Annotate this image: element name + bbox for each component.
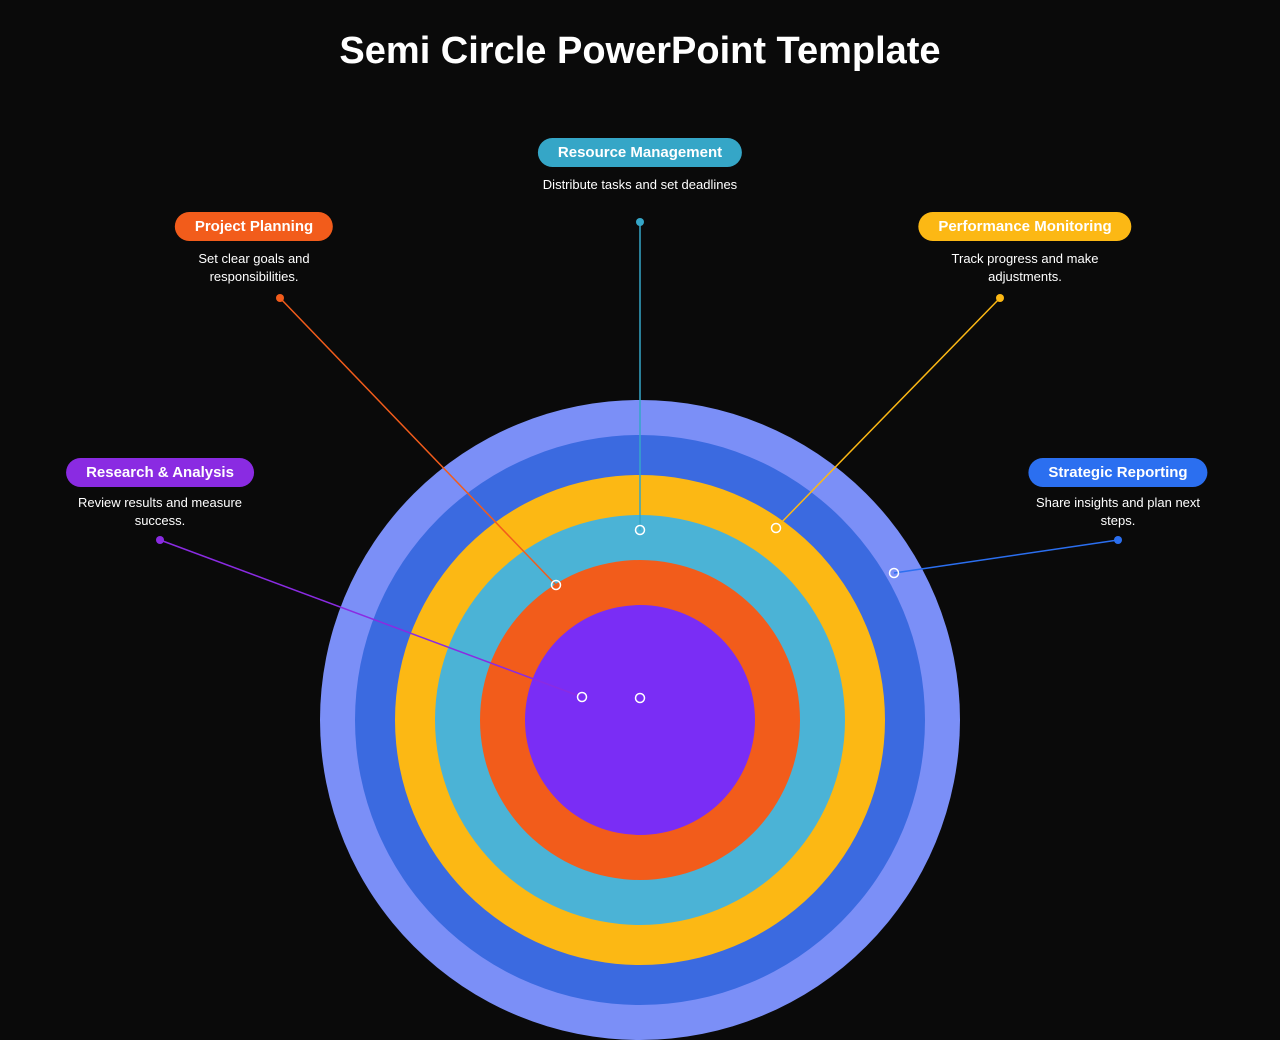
desc-resource: Distribute tasks and set deadlines <box>540 176 740 194</box>
desc-planning: Set clear goals and responsibilities. <box>154 250 354 285</box>
pill-performance: Performance Monitoring <box>918 212 1131 241</box>
desc-performance: Track progress and make adjustments. <box>925 250 1125 285</box>
arc-ring-5 <box>525 605 755 835</box>
desc-strategic: Share insights and plan next steps. <box>1018 494 1218 529</box>
pill-resource: Resource Management <box>538 138 742 167</box>
diagram-stage: Research & Analysis Review results and me… <box>0 0 1280 720</box>
pill-strategic: Strategic Reporting <box>1028 458 1207 487</box>
pill-research: Research & Analysis <box>66 458 254 487</box>
pill-planning: Project Planning <box>175 212 333 241</box>
desc-research: Review results and measure success. <box>60 494 260 529</box>
